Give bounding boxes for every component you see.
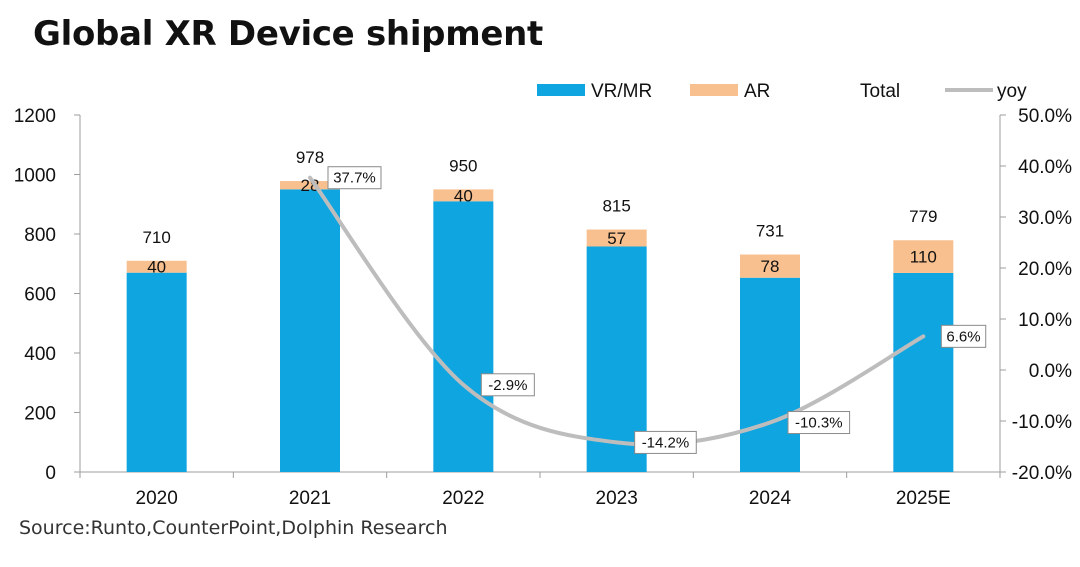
source-note: Source:Runto,CounterPoint,Dolphin Resear… — [19, 517, 448, 539]
yoy-data-label: 6.6% — [946, 328, 980, 345]
yoy-data-label: -10.3% — [795, 415, 843, 432]
bar-ar — [433, 189, 494, 202]
total-data-label: 710 — [142, 228, 170, 247]
x-tick-label: 2025E — [896, 488, 951, 509]
y-tick-label: 1000 — [14, 166, 56, 187]
y2-tick-label: 10.0% — [1018, 310, 1072, 331]
total-data-label: 815 — [602, 197, 630, 216]
legend-label-vr-mr: VR/MR — [591, 81, 652, 102]
yoy-label-box — [634, 430, 697, 454]
bars — [126, 181, 954, 472]
legend-label-total: Total — [860, 81, 900, 102]
y2-tick-label: -20.0% — [1012, 463, 1072, 484]
bar-ar — [280, 181, 340, 190]
bar-vr-mr — [893, 272, 954, 472]
x-tick-label: 2023 — [596, 488, 638, 509]
x-tick-label: 2020 — [136, 488, 178, 509]
yoy-label-box — [787, 411, 851, 435]
y-tick-label: 400 — [24, 344, 56, 365]
yoy-label-box — [940, 324, 987, 348]
bar-ar — [586, 229, 647, 247]
legend: VR/MR AR Total yoy — [537, 81, 1027, 102]
bar-ar — [126, 260, 187, 273]
y2-tick-label: 0.0% — [1029, 361, 1072, 382]
x-tick-label: 2024 — [749, 488, 792, 509]
axes: 0 200 400 600 800 1000 1200 -20.0% -10.0% 0.0% 10.… — [14, 106, 1072, 509]
y2-tick-label: 20.0% — [1018, 259, 1072, 280]
legend-label-yoy: yoy — [997, 81, 1027, 102]
ar-data-label: 110 — [910, 248, 937, 267]
ar-data-label: 57 — [607, 229, 626, 248]
y-tick-label: 0 — [45, 463, 56, 484]
y-tick-label: 200 — [24, 404, 56, 425]
y-tick-label: 1200 — [14, 106, 56, 127]
bar-vr-mr — [280, 189, 340, 472]
total-data-label: 950 — [449, 156, 477, 175]
x-tick-label: 2021 — [289, 488, 331, 509]
bar-ar — [740, 254, 800, 278]
ar-data-label: 40 — [147, 258, 166, 277]
ar-data-label: 40 — [454, 186, 473, 205]
total-data-label: 779 — [909, 207, 937, 226]
bar-ar — [893, 240, 954, 273]
yoy-label-box — [480, 373, 535, 397]
yoy-data-label: -14.2% — [642, 434, 690, 451]
legend-label-ar: AR — [744, 81, 770, 102]
chart-title: Global XR Device shipment — [33, 14, 543, 54]
total-data-label: 978 — [296, 148, 324, 167]
legend-swatch-vr-mr — [537, 84, 585, 96]
y2-tick-label: -10.0% — [1012, 412, 1072, 433]
yoy-data-label: 37.7% — [333, 170, 376, 187]
y2-tick-label: 40.0% — [1018, 157, 1072, 178]
total-data-label: 731 — [756, 222, 784, 241]
y2-tick-label: 50.0% — [1018, 106, 1072, 127]
ar-data-label: 78 — [761, 257, 780, 276]
yoy-line-group: 37.7% -2.9% -14.2% -10.3% 6.6% — [308, 166, 987, 454]
y-tick-label: 600 — [24, 285, 56, 306]
x-tick-label: 2022 — [442, 488, 484, 509]
yoy-line — [308, 175, 926, 447]
yoy-data-label: -2.9% — [488, 377, 527, 394]
y2-tick-label: 30.0% — [1018, 208, 1072, 229]
bar-vr-mr — [740, 277, 800, 472]
y-tick-label: 800 — [24, 225, 56, 246]
bar-vr-mr — [433, 201, 494, 472]
yoy-label-box — [327, 166, 382, 190]
legend-swatch-ar — [690, 84, 738, 96]
bar-vr-mr — [126, 272, 187, 472]
